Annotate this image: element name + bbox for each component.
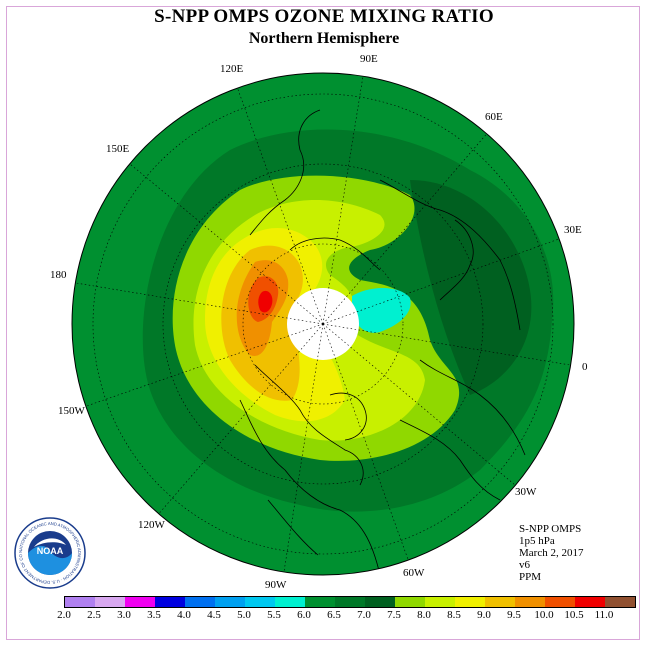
- color-scale-ticks: 2.0 2.5 3.0 3.5 4.0 4.5 5.0 5.5 6.0 6.5 7.0 7.5 8.0 8…: [48, 609, 613, 623]
- scale-tick-label: 8.0: [417, 609, 431, 621]
- coastlines: [239, 109, 526, 575]
- lon-label-60e: 60E: [485, 111, 503, 123]
- scale-tick-label: 7.5: [387, 609, 401, 621]
- scale-tick-label: 4.0: [177, 609, 191, 621]
- color-swatch: [155, 597, 185, 607]
- color-swatch: [125, 597, 155, 607]
- color-swatch: [245, 597, 275, 607]
- scale-tick-label: 3.0: [117, 609, 131, 621]
- lon-label-0: 0: [582, 361, 588, 373]
- color-swatch: [365, 597, 395, 607]
- color-swatch: [305, 597, 335, 607]
- lon-label-150e: 150E: [106, 143, 130, 155]
- color-swatch: [95, 597, 125, 607]
- color-swatch: [395, 597, 425, 607]
- color-swatch: [545, 597, 575, 607]
- contour-7p0: [410, 180, 532, 395]
- color-swatch: [575, 597, 605, 607]
- color-swatch: [185, 597, 215, 607]
- scale-tick-label: 5.0: [237, 609, 251, 621]
- ozone-contours: [142, 129, 554, 512]
- color-swatch: [275, 597, 305, 607]
- info-instrument: S-NPP OMPS: [519, 523, 582, 535]
- color-scale: [64, 596, 636, 608]
- lon-label-150w: 150W: [58, 405, 86, 417]
- lon-label-30w: 30W: [515, 486, 537, 498]
- lon-label-60w: 60W: [403, 567, 425, 579]
- info-version: v6: [519, 559, 530, 571]
- contour-10p5: [258, 290, 273, 313]
- contour-5p5: [352, 287, 411, 333]
- map-title: S-NPP OMPS OZONE MIXING RATIO: [154, 6, 494, 27]
- color-swatch: [455, 597, 485, 607]
- noaa-logo: NATIONAL OCEANIC AND ATMOSPHERIC ADMINIS…: [14, 517, 86, 589]
- info-level: 1p5 hPa: [519, 535, 555, 547]
- color-swatch: [605, 597, 635, 607]
- scale-tick-label: 8.5: [447, 609, 461, 621]
- lon-label-30e: 30E: [564, 224, 582, 236]
- color-swatch: [215, 597, 245, 607]
- info-block: S-NPP OMPS 1p5 hPa March 2, 2017 v6 PPM: [519, 523, 583, 583]
- color-swatch: [485, 597, 515, 607]
- info-date: March 2, 2017: [519, 547, 584, 559]
- color-swatch: [515, 597, 545, 607]
- scale-tick-label: 6.0: [297, 609, 311, 621]
- scale-tick-label: 5.5: [267, 609, 281, 621]
- color-swatch: [65, 597, 95, 607]
- map-subtitle: Northern Hemisphere: [248, 30, 400, 47]
- scale-tick-label: 6.5: [327, 609, 341, 621]
- color-swatch: [335, 597, 365, 607]
- longitude-labels: 90E 60E 30E 0 30W 60W 90W 120W 150W 180 …: [50, 53, 588, 591]
- scale-tick-label: 10.5: [564, 609, 584, 621]
- scale-tick-label: 2.0: [57, 609, 71, 621]
- scale-tick-label: 11.0: [594, 609, 614, 621]
- info-units: PPM: [519, 571, 542, 583]
- scale-tick-label: 3.5: [147, 609, 161, 621]
- scale-tick-label: 9.0: [477, 609, 491, 621]
- lon-label-180: 180: [50, 269, 67, 281]
- color-swatch: [425, 597, 455, 607]
- graticule: [72, 73, 574, 575]
- scale-tick-label: 7.0: [357, 609, 371, 621]
- lon-label-120e: 120E: [220, 63, 244, 75]
- scale-tick-label: 2.5: [87, 609, 101, 621]
- lon-label-120w: 120W: [138, 519, 166, 531]
- lon-label-90w: 90W: [265, 579, 287, 591]
- figure-frame: [6, 6, 640, 640]
- scale-tick-label: 9.5: [507, 609, 521, 621]
- logo-text: NOAA: [37, 546, 64, 556]
- scale-tick-label: 10.0: [534, 609, 554, 621]
- scale-tick-label: 4.5: [207, 609, 221, 621]
- lon-label-90e: 90E: [360, 53, 378, 65]
